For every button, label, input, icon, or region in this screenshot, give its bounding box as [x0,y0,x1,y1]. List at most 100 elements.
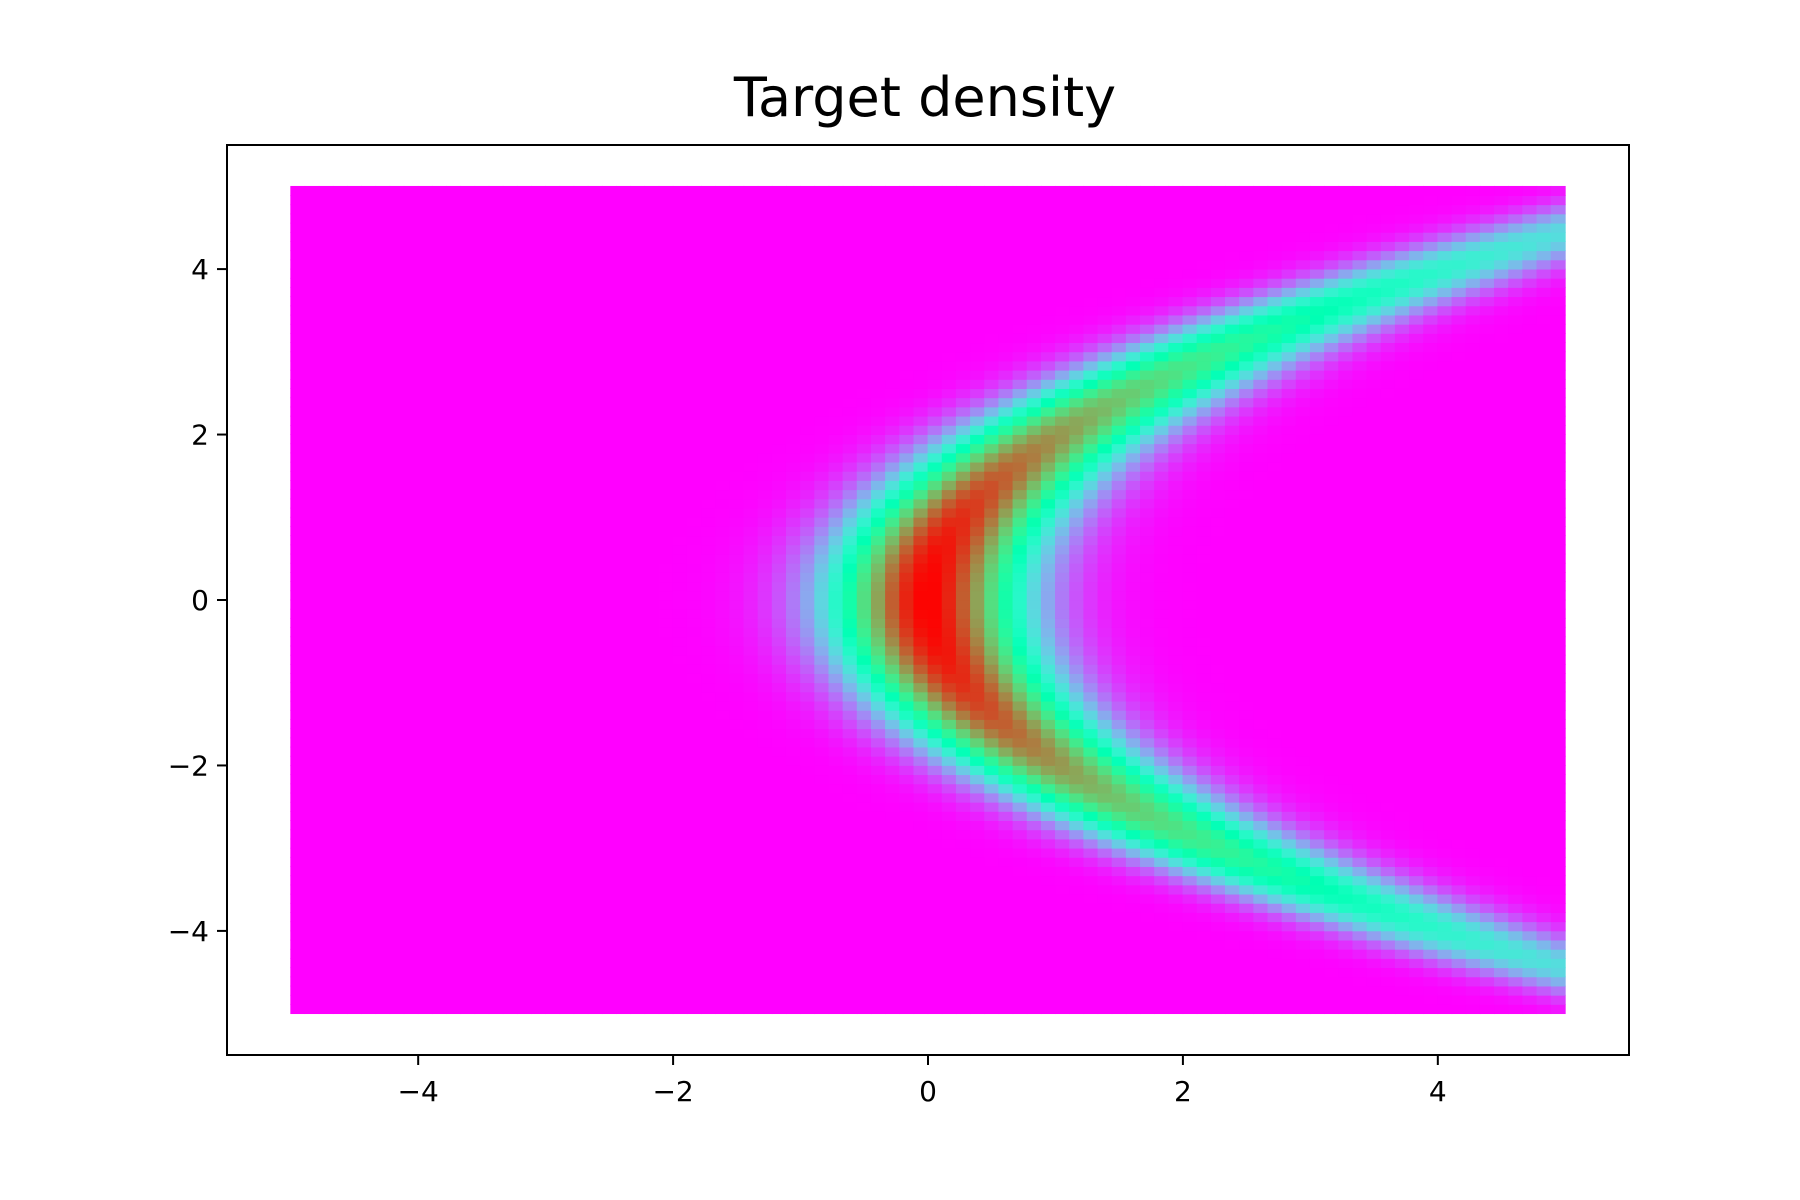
heatmap-cell [658,204,674,215]
heatmap-cell [502,461,518,472]
heatmap-cell [290,719,306,730]
heatmap-cell [970,636,986,647]
heatmap-cell [658,461,674,472]
heatmap-cell [559,489,575,500]
heatmap-cell [785,801,801,812]
heatmap-cell [899,902,915,913]
heatmap-cell [1040,231,1056,242]
heatmap-cell [1055,526,1071,537]
heatmap-cell [573,994,589,1005]
heatmap-cell [715,507,731,518]
heatmap-cell [488,719,504,730]
heatmap-cell [644,939,660,950]
heatmap-cell [941,250,957,261]
heatmap-cell [502,250,518,261]
heatmap-cell [842,424,858,435]
heatmap-cell [856,415,872,426]
heatmap-cell [658,765,674,776]
heatmap-cell [814,498,830,509]
heatmap-cell [318,305,334,316]
heatmap-cell [446,856,462,867]
heatmap-cell [941,314,957,325]
heatmap-cell [970,958,986,969]
heatmap-cell [346,801,362,812]
heatmap-cell [800,948,816,959]
heatmap-cell [616,994,631,1005]
heatmap-cell [545,765,561,776]
heatmap-cell [885,323,901,334]
heatmap-cell [658,636,674,647]
heatmap-cell [899,185,915,196]
heatmap-cell [304,222,320,233]
heatmap-cell [913,397,929,408]
heatmap-cell [1055,820,1071,831]
heatmap-cell [446,985,462,996]
heatmap-cell [587,673,603,684]
heatmap-cell [1026,342,1042,353]
heatmap-cell [290,617,306,628]
heatmap-cell [970,645,986,656]
heatmap-cell [814,663,830,674]
heatmap-cell [998,277,1014,288]
heatmap-cell [828,443,844,454]
heatmap-cell [460,994,476,1005]
heatmap-cell [644,654,660,665]
heatmap-cell [502,783,518,794]
heatmap-cell [672,691,688,702]
heatmap-cell [630,847,646,858]
heatmap-cell [332,691,348,702]
heatmap-cell [587,719,603,730]
heatmap-cell [941,608,957,619]
heatmap-cell [856,838,872,849]
heatmap-cell [870,342,886,353]
heatmap-cell [630,287,646,298]
heatmap-cell [318,746,334,757]
heatmap-cell [531,994,547,1005]
heatmap-cell [361,498,377,509]
heatmap-cell [573,452,589,463]
heatmap-cell [743,351,759,362]
heatmap-cell [375,287,391,298]
heatmap-cell [304,461,320,472]
heatmap-cell [856,948,872,959]
heatmap-cell [474,939,490,950]
heatmap-cell [814,765,830,776]
heatmap-cell [913,719,929,730]
heatmap-cell [885,921,901,932]
heatmap-cell [361,930,377,941]
heatmap-cell [573,847,589,858]
heatmap-cell [800,470,816,481]
heatmap-cell [800,673,816,684]
heatmap-cell [899,847,915,858]
heatmap-cell [389,581,405,592]
heatmap-cell [899,535,915,546]
heatmap-cell [998,958,1014,969]
heatmap-cell [488,985,504,996]
heatmap-cell [771,507,787,518]
heatmap-cell [616,608,631,619]
heatmap-cell [729,360,745,371]
heatmap-cell [1012,709,1028,720]
heatmap-cell [955,231,971,242]
heatmap-cell [686,976,702,987]
heatmap-cell [870,277,886,288]
heatmap-cell [701,728,716,739]
heatmap-cell [559,709,575,720]
heatmap-cell [785,231,801,242]
heatmap-cell [361,516,377,527]
heatmap-cell [715,893,731,904]
heatmap-cell [927,691,943,702]
heatmap-cell [573,939,589,950]
heatmap-cell [332,728,348,739]
heatmap-cell [417,608,433,619]
heatmap-cell [686,866,702,877]
heatmap-cell [1040,884,1056,895]
heatmap-cell [785,470,801,481]
heatmap-cell [785,1004,801,1015]
heatmap-cell [531,884,547,895]
heatmap-cell [474,415,490,426]
heatmap-cell [446,452,462,463]
heatmap-cell [899,774,915,785]
heatmap-cell [1026,976,1042,987]
heatmap-cell [318,470,334,481]
